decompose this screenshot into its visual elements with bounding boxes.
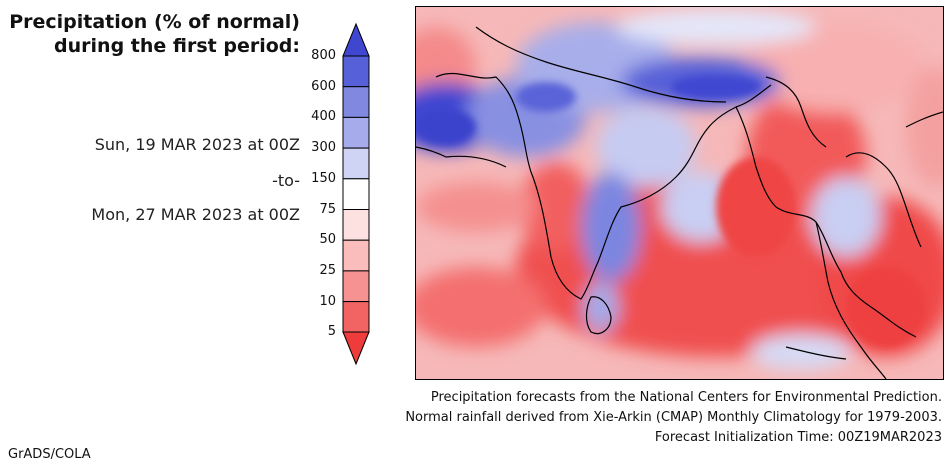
period-end: Mon, 27 MAR 2023 at 00Z	[91, 205, 300, 224]
title-line-1: Precipitation (% of normal)	[9, 11, 300, 33]
colorbar-tick-label: 10	[319, 293, 336, 309]
credits-line-1: Precipitation forecasts from the Nationa…	[430, 390, 942, 405]
data-credits: Precipitation forecasts from the Nationa…	[405, 388, 942, 448]
colorbar-top-arrow	[342, 22, 370, 57]
colorbar-segment	[342, 301, 370, 333]
coastlines	[416, 26, 943, 379]
colorbar-segment	[342, 270, 370, 303]
colorbar-segment	[342, 178, 370, 211]
credits-line-2: Normal rainfall derived from Xie-Arkin (…	[405, 410, 942, 425]
chart-title: Precipitation (% of normal) during the f…	[0, 10, 300, 58]
colorbar-tick-label: 300	[311, 140, 336, 156]
colorbar-tick-label: 25	[319, 262, 336, 278]
colorbar-tick-label: 50	[319, 232, 336, 248]
colorbar-tick-label: 5	[327, 324, 336, 340]
precipitation-map	[415, 6, 944, 380]
colorbar-tick-label: 800	[311, 48, 336, 63]
colorbar-tick-label: 600	[311, 78, 336, 94]
period-separator: -to-	[272, 171, 300, 190]
software-credit: GrADS/COLA	[8, 447, 91, 462]
colorbar-tick-label: 75	[319, 201, 336, 217]
colorbar-tick-label: 150	[311, 170, 336, 186]
colorbar-segment	[342, 116, 370, 149]
colorbar-segment	[342, 209, 370, 241]
colorbar-segment	[342, 239, 370, 272]
colorbar-bottom-arrow	[342, 331, 370, 366]
colorbar-tick-label: 400	[311, 109, 336, 125]
period-start: Sun, 19 MAR 2023 at 00Z	[94, 135, 300, 154]
credits-line-3: Forecast Initialization Time: 00Z19MAR20…	[654, 430, 942, 445]
colorbar-segment	[342, 86, 370, 118]
colorbar	[342, 22, 370, 366]
colorbar-segment	[342, 147, 370, 180]
colorbar-segment	[342, 55, 370, 88]
title-line-2: during the first period:	[54, 35, 300, 57]
